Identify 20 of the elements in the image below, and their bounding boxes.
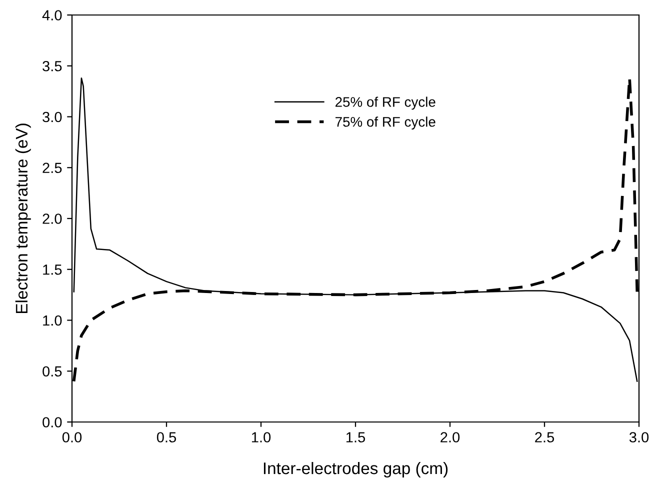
y-tick-label: 1.0 — [43, 315, 62, 326]
y-tick-label: 2.5 — [42, 162, 62, 174]
x-tick-label: 2.0 — [440, 432, 460, 442]
y-tick-label: 0.5 — [42, 366, 62, 377]
y-axis-title: Electron temperature (eV) — [15, 124, 31, 313]
x-tick-label: 0.5 — [156, 432, 176, 442]
y-tick-label: 3.0 — [42, 112, 62, 122]
y-tick-label: 3.5 — [42, 60, 62, 72]
legend-label: 25% of RF cycle — [336, 96, 436, 110]
x-tick-label: 0.0 — [62, 432, 82, 442]
x-tick-label: 2.5 — [535, 432, 554, 442]
x-tick-label: 1.0 — [252, 432, 271, 442]
y-tick-label: 1.5 — [43, 264, 62, 275]
x-tick-label: 1.5 — [346, 432, 366, 442]
y-tick-label: 2.0 — [42, 214, 62, 224]
x-axis-title: Inter-electrodes gap (cm) — [264, 462, 448, 478]
y-tick-label: 0.0 — [42, 417, 62, 428]
y-tick-label: 4.0 — [42, 10, 62, 20]
legend-label: 75% of RF cycle — [336, 116, 436, 130]
x-tick-label: 3.0 — [629, 432, 649, 442]
